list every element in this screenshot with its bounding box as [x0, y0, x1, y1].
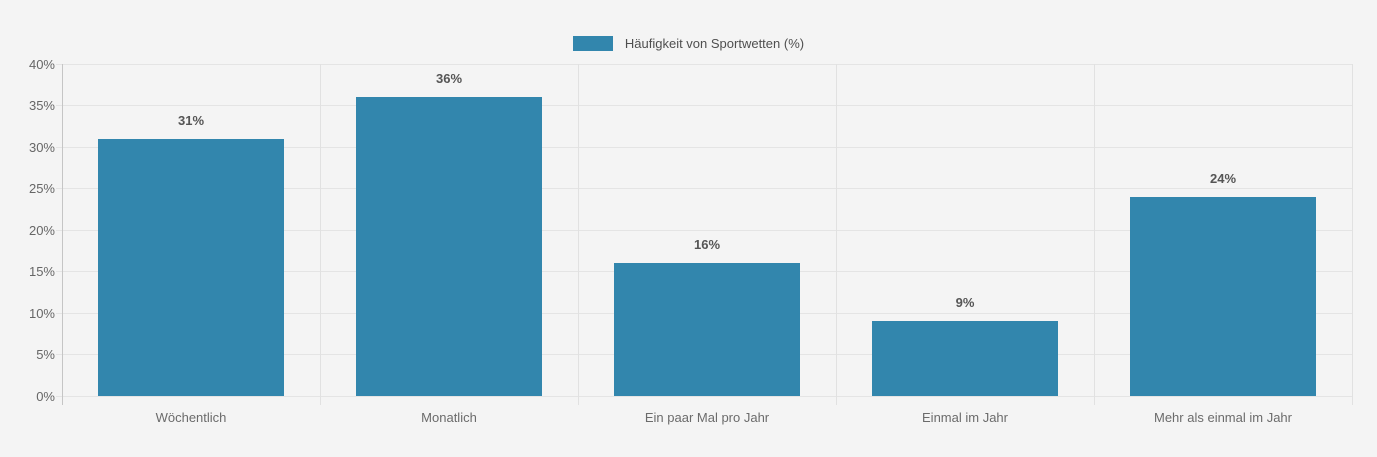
x-axis-category-label: Mehr als einmal im Jahr — [1154, 410, 1292, 425]
y-axis-tick-label: 0% — [36, 388, 55, 404]
legend-label: Häufigkeit von Sportwetten (%) — [624, 36, 805, 51]
category-gridline — [835, 64, 837, 405]
bar-value-label: 24% — [1209, 170, 1237, 186]
bar-value-label: 36% — [435, 71, 463, 87]
y-gridline — [56, 188, 1352, 189]
x-axis-category-label: Ein paar Mal pro Jahr — [644, 410, 770, 425]
y-axis-tick-label: 25% — [28, 181, 55, 196]
y-gridline — [56, 105, 1352, 106]
x-axis-category-label: Wöchentlich — [155, 410, 227, 425]
bar-value-label: 16% — [693, 237, 721, 253]
y-axis-tick-label: 20% — [28, 222, 55, 238]
x-axis-category-label: Einmal im Jahr — [922, 410, 1008, 425]
bar-1[interactable] — [356, 97, 542, 396]
y-axis-tick-label: 40% — [28, 56, 55, 72]
bar-value-label: 9% — [955, 295, 975, 311]
y-gridline — [56, 63, 1352, 65]
y-axis-tick-label: 15% — [28, 264, 55, 279]
bar-0[interactable] — [98, 138, 284, 396]
x-axis-category-label: Monatlich — [421, 410, 477, 425]
chart-legend[interactable]: Häufigkeit von Sportwetten (%) — [0, 36, 1377, 51]
legend-swatch-icon — [572, 36, 613, 51]
y-axis-tick-label: 30% — [28, 139, 55, 155]
bar-3[interactable] — [872, 321, 1058, 396]
bar-4[interactable] — [1130, 196, 1316, 396]
category-gridline — [1351, 64, 1353, 405]
y-gridline — [56, 229, 1352, 231]
y-gridline — [56, 146, 1352, 148]
category-gridline — [319, 64, 321, 405]
y-axis-tick-label: 35% — [28, 98, 55, 113]
category-gridline — [577, 64, 579, 405]
plot-area: 0% 5% 10% 15% 20% 25% 30% 35% 40% 31% Wöchentlich 3… — [29, 57, 1353, 425]
bar-value-label: 31% — [177, 112, 205, 128]
category-gridline — [1093, 64, 1095, 405]
bar-2[interactable] — [614, 263, 800, 396]
y-axis-tick-label: 5% — [36, 347, 55, 362]
y-axis-tick-label: 10% — [28, 305, 55, 321]
y-axis-line — [61, 64, 63, 405]
y-gridline — [56, 395, 1352, 397]
